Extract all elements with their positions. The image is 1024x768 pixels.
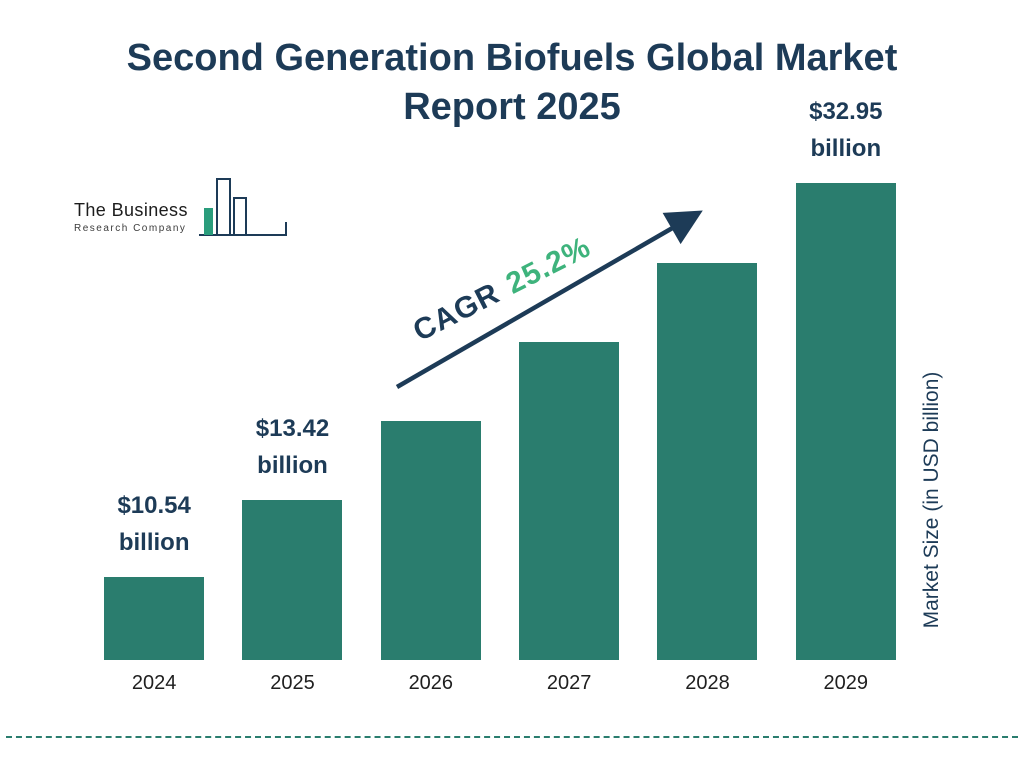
bar-value-label: $13.42 billion (255, 414, 330, 479)
x-axis-label: 2025 (270, 672, 315, 694)
bar-chart-logo-icon (199, 178, 287, 236)
bar-chart: $10.54 billion 2024 $13.42 billion 2025 2026… (85, 98, 915, 694)
bar-column: 2027 (500, 180, 638, 694)
x-axis-label: 2026 (408, 672, 454, 694)
bar (795, 183, 896, 660)
company-name: The Business (74, 200, 188, 220)
bar-column: 2026 (362, 180, 500, 694)
y-axis-title: Market Size (in USD billion) (920, 371, 943, 629)
x-axis-label: 2024 (131, 672, 177, 694)
bar-column: $10.54 billion 2024 (85, 180, 223, 694)
bar (242, 500, 343, 660)
bottom-dashed-divider (6, 736, 1018, 738)
bar (657, 263, 758, 660)
bar (519, 342, 620, 660)
company-logo-text: The Business Research Company (74, 200, 188, 234)
x-axis-label: 2028 (685, 672, 730, 694)
bar-value-label: $32.95 billion (809, 97, 883, 162)
x-axis-label: 2029 (823, 672, 869, 694)
bar-column: $13.42 billion 2025 (223, 180, 361, 694)
bar-value-label: $10.54 billion (117, 491, 191, 556)
bar-column: 2028 (638, 180, 776, 694)
company-subtitle: Research Company (74, 223, 187, 234)
bar (380, 421, 481, 660)
bar-column: $32.95 billion 2029 (777, 98, 915, 694)
x-axis-label: 2027 (546, 672, 592, 694)
company-logo: The Business Research Company (74, 176, 289, 246)
bar (104, 577, 205, 660)
chart-title: Second Generation Biofuels Global Market… (126, 37, 898, 129)
